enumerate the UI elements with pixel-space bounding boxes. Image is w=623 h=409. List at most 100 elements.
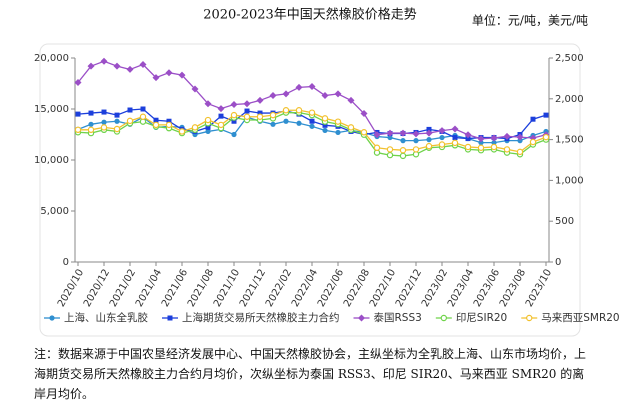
data-point	[426, 137, 432, 143]
y-tick-label: 15,000	[34, 104, 69, 115]
data-point	[321, 115, 329, 122]
data-point	[322, 122, 328, 128]
legend-marker	[167, 315, 173, 321]
data-point	[152, 121, 160, 129]
data-point	[178, 71, 186, 79]
data-point	[543, 112, 549, 118]
data-point	[386, 151, 394, 159]
y2-tick-label: 1,500	[555, 135, 584, 146]
data-point	[231, 131, 237, 138]
data-point	[269, 111, 277, 119]
data-point	[491, 140, 497, 146]
data-point	[191, 85, 199, 93]
data-point	[230, 111, 238, 119]
data-point	[205, 124, 211, 130]
data-point	[191, 124, 199, 131]
data-point	[530, 116, 536, 122]
data-point	[152, 74, 160, 82]
data-point	[127, 107, 133, 113]
data-point	[386, 129, 394, 137]
legend-label: 上海、山东全乳胶	[64, 311, 148, 324]
data-point	[139, 61, 147, 69]
data-point	[503, 132, 511, 140]
chart: 2020-2023年中国天然橡胶价格走势 单位：元/吨，美元/吨 0 5,000 1…	[34, 7, 620, 337]
data-point	[529, 138, 537, 146]
data-point	[178, 128, 186, 135]
y-tick-label: 10,000	[34, 155, 69, 166]
data-point	[282, 90, 290, 98]
data-point	[490, 143, 498, 151]
data-point	[166, 118, 172, 124]
data-point	[399, 129, 407, 137]
data-point	[270, 121, 276, 127]
legend-label: 上海期货交易所天然橡胶主力合约	[182, 311, 340, 324]
data-point	[114, 112, 120, 118]
data-point	[387, 134, 393, 141]
data-point	[205, 128, 211, 135]
data-point	[452, 135, 458, 141]
data-point	[425, 129, 433, 137]
data-point	[412, 130, 420, 138]
data-point	[308, 109, 316, 116]
data-point	[335, 129, 341, 136]
data-point	[295, 83, 303, 91]
data-point	[295, 107, 303, 114]
data-point	[256, 96, 264, 104]
data-point	[243, 113, 251, 120]
data-point	[426, 126, 432, 132]
data-point	[296, 120, 302, 126]
data-point	[87, 62, 95, 70]
data-point	[88, 110, 94, 116]
legend-marker	[49, 315, 55, 321]
data-point	[516, 148, 524, 156]
data-point	[100, 124, 108, 131]
legend-label: 泰国RSS3	[374, 311, 422, 324]
data-point	[478, 140, 484, 146]
data-point	[140, 106, 146, 112]
data-point	[204, 100, 212, 108]
data-point	[269, 92, 277, 100]
data-point	[308, 83, 316, 91]
data-point	[360, 129, 368, 136]
data-point	[373, 144, 381, 151]
data-point	[464, 143, 472, 151]
data-point	[243, 100, 251, 108]
data-point	[256, 113, 264, 120]
note: 注：数据来源于中国农垦经济发展中心、中国天然橡胶协会，主纵坐标为全乳胶上海、山东…	[34, 347, 587, 401]
data-point	[217, 121, 225, 129]
data-point	[464, 131, 472, 139]
data-point	[412, 146, 420, 153]
y2-tick-label: 0	[555, 257, 561, 268]
data-point	[88, 121, 94, 127]
legend-label: 马来西亚SMR20	[541, 312, 619, 324]
y2-tick-label: 1,000	[555, 175, 584, 186]
data-point	[165, 121, 173, 129]
data-point	[439, 134, 445, 141]
legend-marker	[358, 314, 365, 322]
data-point	[399, 147, 407, 154]
data-point	[244, 108, 250, 114]
data-point	[477, 144, 485, 151]
data-point	[465, 136, 471, 142]
data-point	[113, 125, 121, 133]
data-point	[113, 62, 121, 70]
data-point	[490, 134, 498, 142]
data-point	[438, 141, 446, 148]
data-point	[283, 118, 289, 124]
data-point	[373, 131, 381, 139]
data-point	[282, 107, 290, 114]
data-point	[334, 118, 342, 125]
y-tick-label: 5,000	[40, 206, 69, 217]
data-point	[451, 139, 459, 147]
data-point	[438, 127, 446, 135]
y-tick-label: 20,000	[34, 53, 69, 64]
data-point	[204, 116, 212, 124]
data-point	[257, 110, 263, 116]
data-point	[126, 65, 134, 73]
chart-title: 2020-2023年中国天然橡胶价格走势	[203, 7, 417, 23]
y-tick-label: 0	[63, 257, 69, 268]
data-point	[451, 125, 459, 133]
data-point	[153, 117, 159, 123]
data-point	[413, 138, 419, 144]
data-point	[309, 118, 315, 124]
